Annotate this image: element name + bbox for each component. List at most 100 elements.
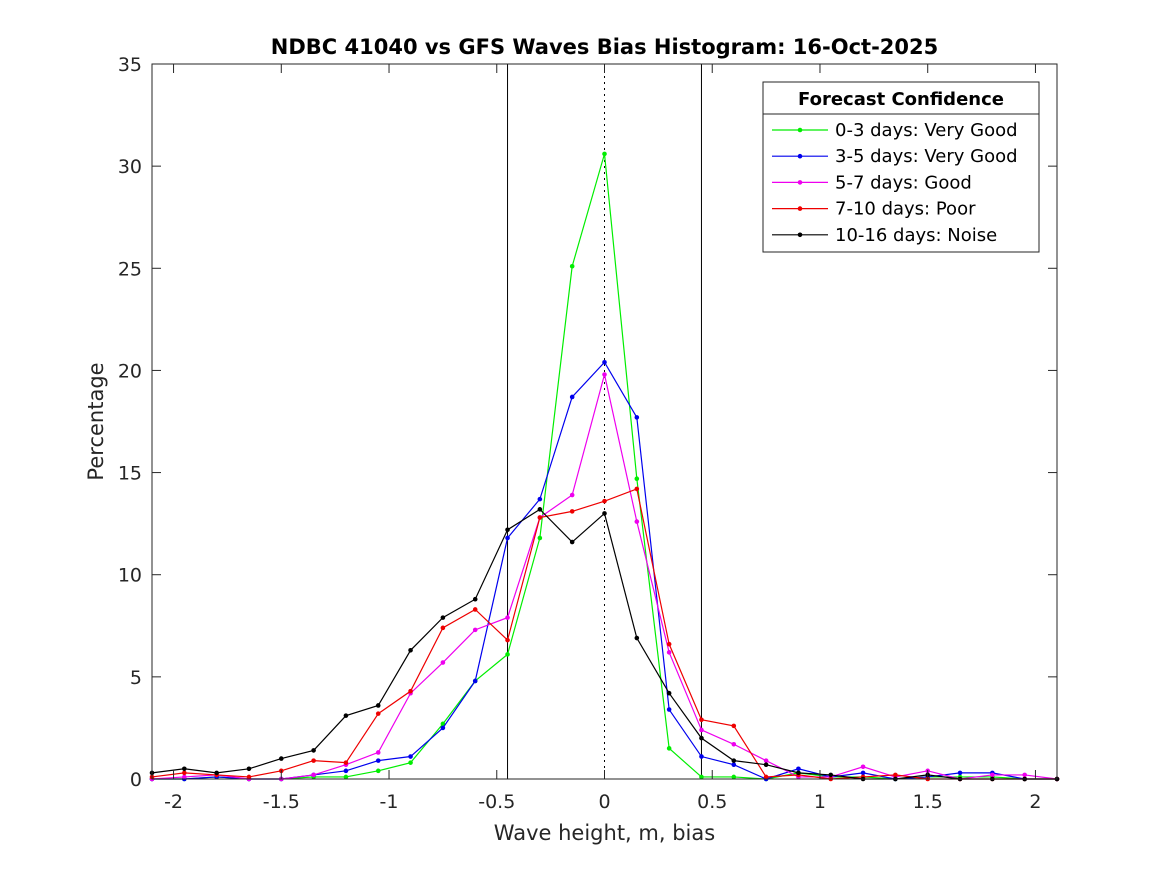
data-point: [343, 774, 349, 780]
data-point: [214, 770, 219, 776]
data-point: [957, 770, 963, 776]
legend-box: [762, 81, 1040, 253]
data-point: [440, 615, 446, 620]
legend-item: 7-10 days: Poor: [772, 199, 976, 220]
data-point: [634, 635, 640, 641]
x-tick-label: -0.5: [478, 791, 515, 813]
x-tick-label: 1.5: [913, 791, 943, 813]
x-tick-label: -1: [380, 791, 399, 813]
data-point: [731, 774, 737, 780]
data-point: [537, 535, 543, 541]
data-point: [311, 748, 316, 753]
data-point: [763, 774, 769, 780]
legend-swatch-marker: [797, 127, 803, 133]
data-point: [731, 741, 737, 747]
data-point: [569, 509, 575, 514]
data-point: [311, 758, 316, 763]
x-axis-label: Wave height, m, bias: [494, 821, 715, 845]
data-point: [182, 766, 187, 772]
data-point: [731, 723, 737, 729]
legend-label: 0-3 days: Very Good: [835, 120, 1018, 141]
data-point: [666, 650, 672, 655]
data-point: [699, 754, 704, 759]
legend-label: 3-5 days: Very Good: [835, 146, 1018, 167]
y-tick-label: 10: [118, 565, 142, 587]
x-tick-label: 0: [598, 791, 610, 813]
data-point: [990, 772, 995, 778]
data-point: [246, 774, 252, 780]
y-tick-label: 30: [118, 156, 142, 178]
data-point: [860, 770, 866, 776]
data-point: [472, 596, 478, 602]
legend-swatch-marker: [797, 153, 803, 159]
data-point: [796, 770, 801, 776]
legend-swatch-marker: [797, 206, 803, 211]
x-tick-label: -1.5: [263, 791, 300, 813]
data-point: [343, 760, 349, 765]
data-point: [537, 496, 543, 502]
data-point: [699, 735, 704, 741]
data-point: [666, 690, 672, 696]
data-point: [408, 754, 413, 759]
chart-title: NDBC 41040 vs GFS Waves Bias Histogram: …: [271, 35, 938, 59]
data-point: [440, 725, 446, 731]
data-point: [505, 535, 510, 541]
data-point: [731, 758, 737, 763]
legend: Forecast Confidence 0-3 days: Very Good 3…: [762, 81, 1040, 253]
data-point: [634, 415, 640, 420]
data-point: [505, 615, 510, 620]
data-point: [666, 746, 672, 751]
y-tick-label: 5: [130, 667, 142, 689]
data-point: [375, 758, 381, 763]
legend-item: 5-7 days: Good: [772, 172, 972, 193]
series-group: [149, 151, 1060, 782]
y-tick-label: 15: [118, 463, 142, 485]
data-point: [343, 713, 349, 718]
data-point: [569, 263, 575, 269]
data-point: [828, 772, 834, 778]
data-point: [440, 625, 446, 631]
y-tick-label: 35: [118, 54, 142, 76]
data-point: [505, 527, 510, 533]
data-point: [602, 498, 607, 504]
data-point: [602, 372, 607, 377]
y-tick-label: 0: [130, 769, 142, 791]
data-point: [537, 515, 543, 520]
data-point: [472, 678, 478, 684]
legend-title: Forecast Confidence: [798, 89, 1004, 110]
data-point: [278, 756, 284, 761]
legend-label: 10-16 days: Noise: [835, 225, 997, 246]
legend-label: 7-10 days: Poor: [835, 199, 976, 220]
x-tick-label: 2: [1029, 791, 1041, 813]
data-point: [893, 772, 898, 778]
data-point: [440, 660, 446, 665]
data-point: [731, 762, 737, 767]
data-point: [666, 707, 672, 712]
x-tick-label: 0.5: [697, 791, 727, 813]
data-point: [569, 539, 575, 545]
data-point: [408, 760, 413, 765]
legend-swatch-marker: [797, 232, 803, 238]
data-point: [1022, 772, 1027, 778]
data-point: [440, 721, 446, 727]
data-point: [375, 768, 381, 774]
y-tick-label: 20: [118, 360, 142, 382]
x-tick-label: -2: [164, 791, 183, 813]
data-point: [472, 607, 478, 612]
data-point: [375, 711, 381, 716]
legend-items: 0-3 days: Very Good 3-5 days: Very Good 5-…: [772, 120, 1018, 246]
data-point: [505, 652, 510, 657]
data-point: [763, 758, 769, 763]
data-point: [311, 772, 316, 778]
legend-item: 0-3 days: Very Good: [772, 120, 1018, 141]
legend-item: 3-5 days: Very Good: [772, 146, 1018, 167]
data-point: [537, 507, 543, 512]
x-tick-label: 1: [814, 791, 826, 813]
data-point: [472, 627, 478, 633]
data-point: [634, 476, 640, 482]
y-tick-label: 25: [118, 258, 142, 280]
data-point: [602, 151, 607, 157]
data-point: [569, 394, 575, 400]
data-point: [375, 703, 381, 708]
